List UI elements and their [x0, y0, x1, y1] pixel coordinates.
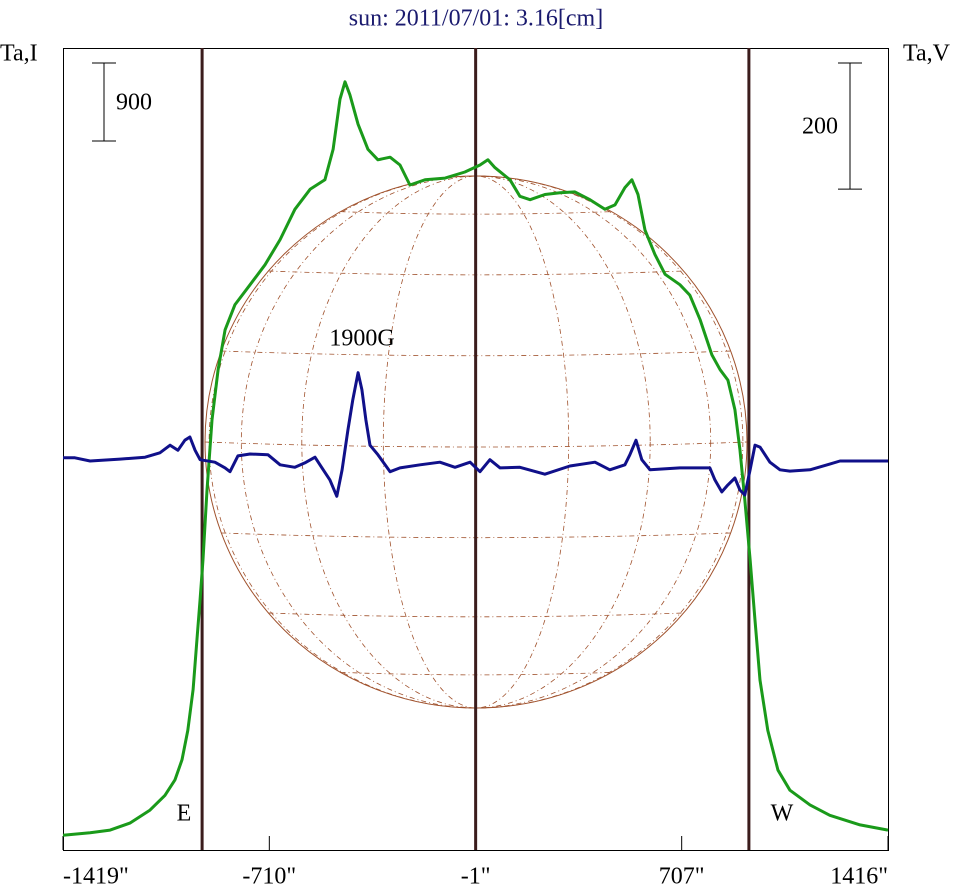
- scale-bar-label: 200: [802, 114, 838, 140]
- y2-axis-label: Ta,V: [903, 41, 951, 67]
- y-axis-label: Ta,I: [0, 41, 38, 67]
- data-line: [62, 80, 889, 837]
- data-line: [63, 371, 888, 498]
- disk-parallel: [204, 441, 748, 448]
- annotation: W: [771, 801, 794, 827]
- annotation: E: [177, 801, 192, 827]
- annotation: 1900G: [329, 326, 394, 352]
- scale-bar-label: 900: [116, 90, 152, 116]
- disk-meridian: [382, 175, 570, 709]
- x-tick-label: 1416": [830, 864, 888, 890]
- x-tick-label: -1": [461, 864, 491, 890]
- x-tick-label: -1419": [63, 864, 129, 890]
- x-tick-label: -710": [242, 864, 296, 890]
- x-tick-label: 707": [659, 864, 705, 890]
- chart-title: sun: 2011/07/01: 3.16[cm]: [349, 6, 603, 32]
